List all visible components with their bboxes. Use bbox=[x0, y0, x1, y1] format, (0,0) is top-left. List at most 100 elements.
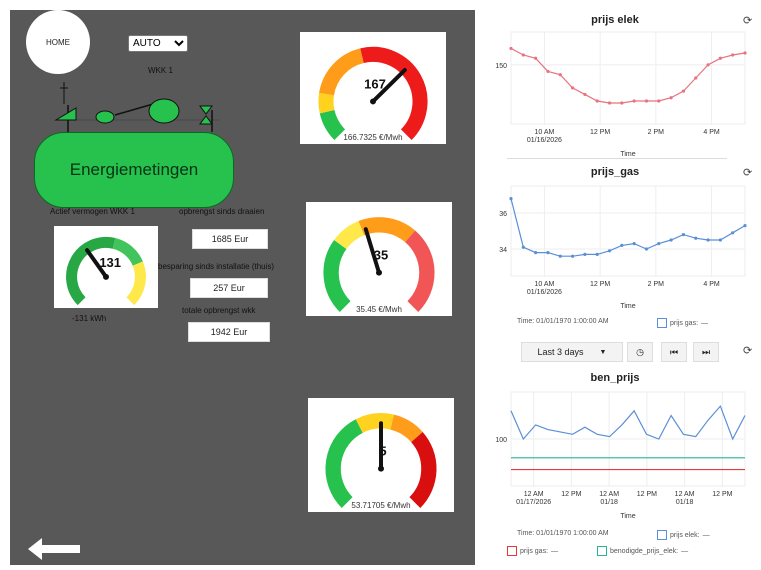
gauge-value: 167 bbox=[364, 76, 386, 91]
x-axis-label: Time bbox=[620, 303, 635, 310]
hourglass-valve-icon bbox=[199, 105, 213, 125]
x-tick-label: 10 AM bbox=[534, 129, 554, 136]
chart2-legend-time: Time: 01/01/1970 1:00:00 AM bbox=[517, 318, 609, 325]
gauge-value: 5 bbox=[379, 443, 386, 458]
data-point bbox=[681, 233, 686, 237]
home-button[interactable]: HOME bbox=[26, 10, 90, 74]
plot-area bbox=[510, 31, 746, 125]
legend-swatch bbox=[507, 546, 517, 556]
data-point bbox=[595, 99, 599, 103]
data-point bbox=[681, 89, 686, 93]
chart3-legend-value: — bbox=[551, 547, 559, 555]
charts-panel: prijs elek ⟳ 10 AM 01/16/2026 12 PM 2 PM 4 P… bbox=[477, 10, 753, 565]
gauge-zone bbox=[409, 431, 437, 508]
data-point bbox=[607, 101, 612, 105]
x-tick-label: 01/18 bbox=[676, 499, 694, 506]
x-tick-label: 01/18 bbox=[600, 499, 618, 506]
gauge-zone bbox=[334, 221, 365, 250]
x-tick-label: 12 AM bbox=[599, 491, 619, 498]
time-range-select[interactable]: Last 3 days ▼ bbox=[521, 342, 623, 362]
mode-select[interactable]: AUTO bbox=[128, 35, 188, 52]
chevron-down-icon: ▼ bbox=[599, 348, 607, 356]
data-point bbox=[632, 242, 636, 246]
clock-icon[interactable]: ◷ bbox=[627, 342, 653, 362]
besparing-label: besparing sinds installatie (thuis) bbox=[158, 262, 275, 271]
gauge-zone bbox=[319, 109, 346, 141]
data-point bbox=[570, 86, 575, 90]
vessel-icon bbox=[148, 98, 180, 124]
data-point bbox=[743, 224, 747, 228]
gauge-zone bbox=[112, 237, 143, 267]
chart3-legend-entry: prijs elek: — bbox=[657, 530, 710, 540]
data-point bbox=[706, 238, 710, 242]
chart2-legend-name: prijs gas: bbox=[670, 319, 699, 327]
data-point bbox=[534, 56, 538, 60]
gauge-hub bbox=[376, 269, 382, 276]
chart2-legend-value: — bbox=[701, 319, 709, 327]
arrow-left-icon[interactable] bbox=[26, 536, 82, 562]
data-point bbox=[706, 63, 710, 67]
skip-back-icon[interactable]: ⏮ bbox=[661, 342, 687, 362]
data-point bbox=[607, 249, 612, 253]
data-point bbox=[694, 76, 698, 80]
data-point bbox=[644, 247, 649, 251]
totale-value: 1942 Eur bbox=[188, 322, 270, 342]
totale-opbrengst-label: totale opbrengst wkk bbox=[182, 306, 256, 315]
power-gauge-dial: -131 bbox=[66, 236, 146, 306]
data-point bbox=[632, 99, 636, 103]
opbrengst-label: opbrengst sinds draaien bbox=[179, 207, 265, 216]
gauge-zone bbox=[358, 217, 416, 243]
x-tick-label: 12 PM bbox=[637, 491, 657, 498]
y-tick-label: 36 bbox=[499, 211, 507, 218]
data-point bbox=[595, 252, 599, 256]
chart3-legend-name: prijs gas: bbox=[520, 547, 549, 555]
opbrengst-value: 1685 Eur bbox=[192, 229, 268, 249]
legend-swatch bbox=[597, 546, 607, 556]
series-line bbox=[510, 404, 746, 441]
legend-swatch bbox=[657, 318, 667, 328]
ben-gauge: 5 53.71705 €/Mwh bbox=[308, 398, 454, 512]
power-gauge-caption: -131 kWh bbox=[72, 314, 107, 323]
x-axis-label: Time bbox=[620, 513, 635, 520]
data-point bbox=[546, 69, 550, 74]
plot-area bbox=[510, 185, 746, 277]
x-tick-label: 12 AM bbox=[524, 491, 544, 498]
gauge-caption: 35.45 €/Mwh bbox=[356, 305, 402, 314]
chart3-legend-name: benodigde_prijs_elek: bbox=[610, 547, 679, 555]
data-point bbox=[718, 56, 722, 60]
gauge-needle bbox=[85, 248, 108, 279]
x-tick-label: 4 PM bbox=[703, 281, 720, 288]
chart3-title: ben_prijs bbox=[590, 372, 640, 384]
gauge-zone bbox=[318, 92, 335, 114]
refresh-icon[interactable]: ⟳ bbox=[743, 15, 753, 27]
data-point bbox=[583, 252, 587, 256]
data-point bbox=[694, 236, 698, 240]
time-range-label: Last 3 days bbox=[537, 347, 584, 357]
x-tick-label: 12 AM bbox=[675, 491, 695, 498]
gauge-caption: 53.71705 €/Mwh bbox=[351, 501, 410, 510]
y-tick-label: 100 bbox=[495, 437, 507, 444]
x-tick-label: 4 PM bbox=[703, 129, 720, 136]
energy-tank[interactable]: Energiemetingen bbox=[34, 132, 234, 208]
refresh-icon[interactable]: ⟳ bbox=[743, 167, 753, 179]
tank-label: Energiemetingen bbox=[69, 160, 199, 179]
refresh-icon[interactable]: ⟳ bbox=[743, 345, 753, 357]
data-point bbox=[583, 92, 587, 97]
gauge-zone bbox=[360, 46, 428, 141]
data-point bbox=[509, 197, 513, 201]
gauge-value: 35 bbox=[374, 247, 388, 262]
data-point bbox=[743, 51, 747, 55]
y-tick-label: 34 bbox=[499, 247, 507, 254]
data-point bbox=[669, 238, 673, 242]
data-point bbox=[669, 96, 673, 100]
data-point bbox=[620, 243, 624, 247]
gauge-zone bbox=[325, 419, 364, 508]
gauge-zone bbox=[390, 414, 423, 443]
chart2-title: prijs_gas bbox=[590, 166, 640, 178]
skip-forward-icon[interactable]: ⏭ bbox=[693, 342, 719, 362]
gauge-zone bbox=[404, 230, 435, 312]
gauge-zone bbox=[355, 413, 394, 434]
gauge-zone bbox=[126, 261, 146, 306]
